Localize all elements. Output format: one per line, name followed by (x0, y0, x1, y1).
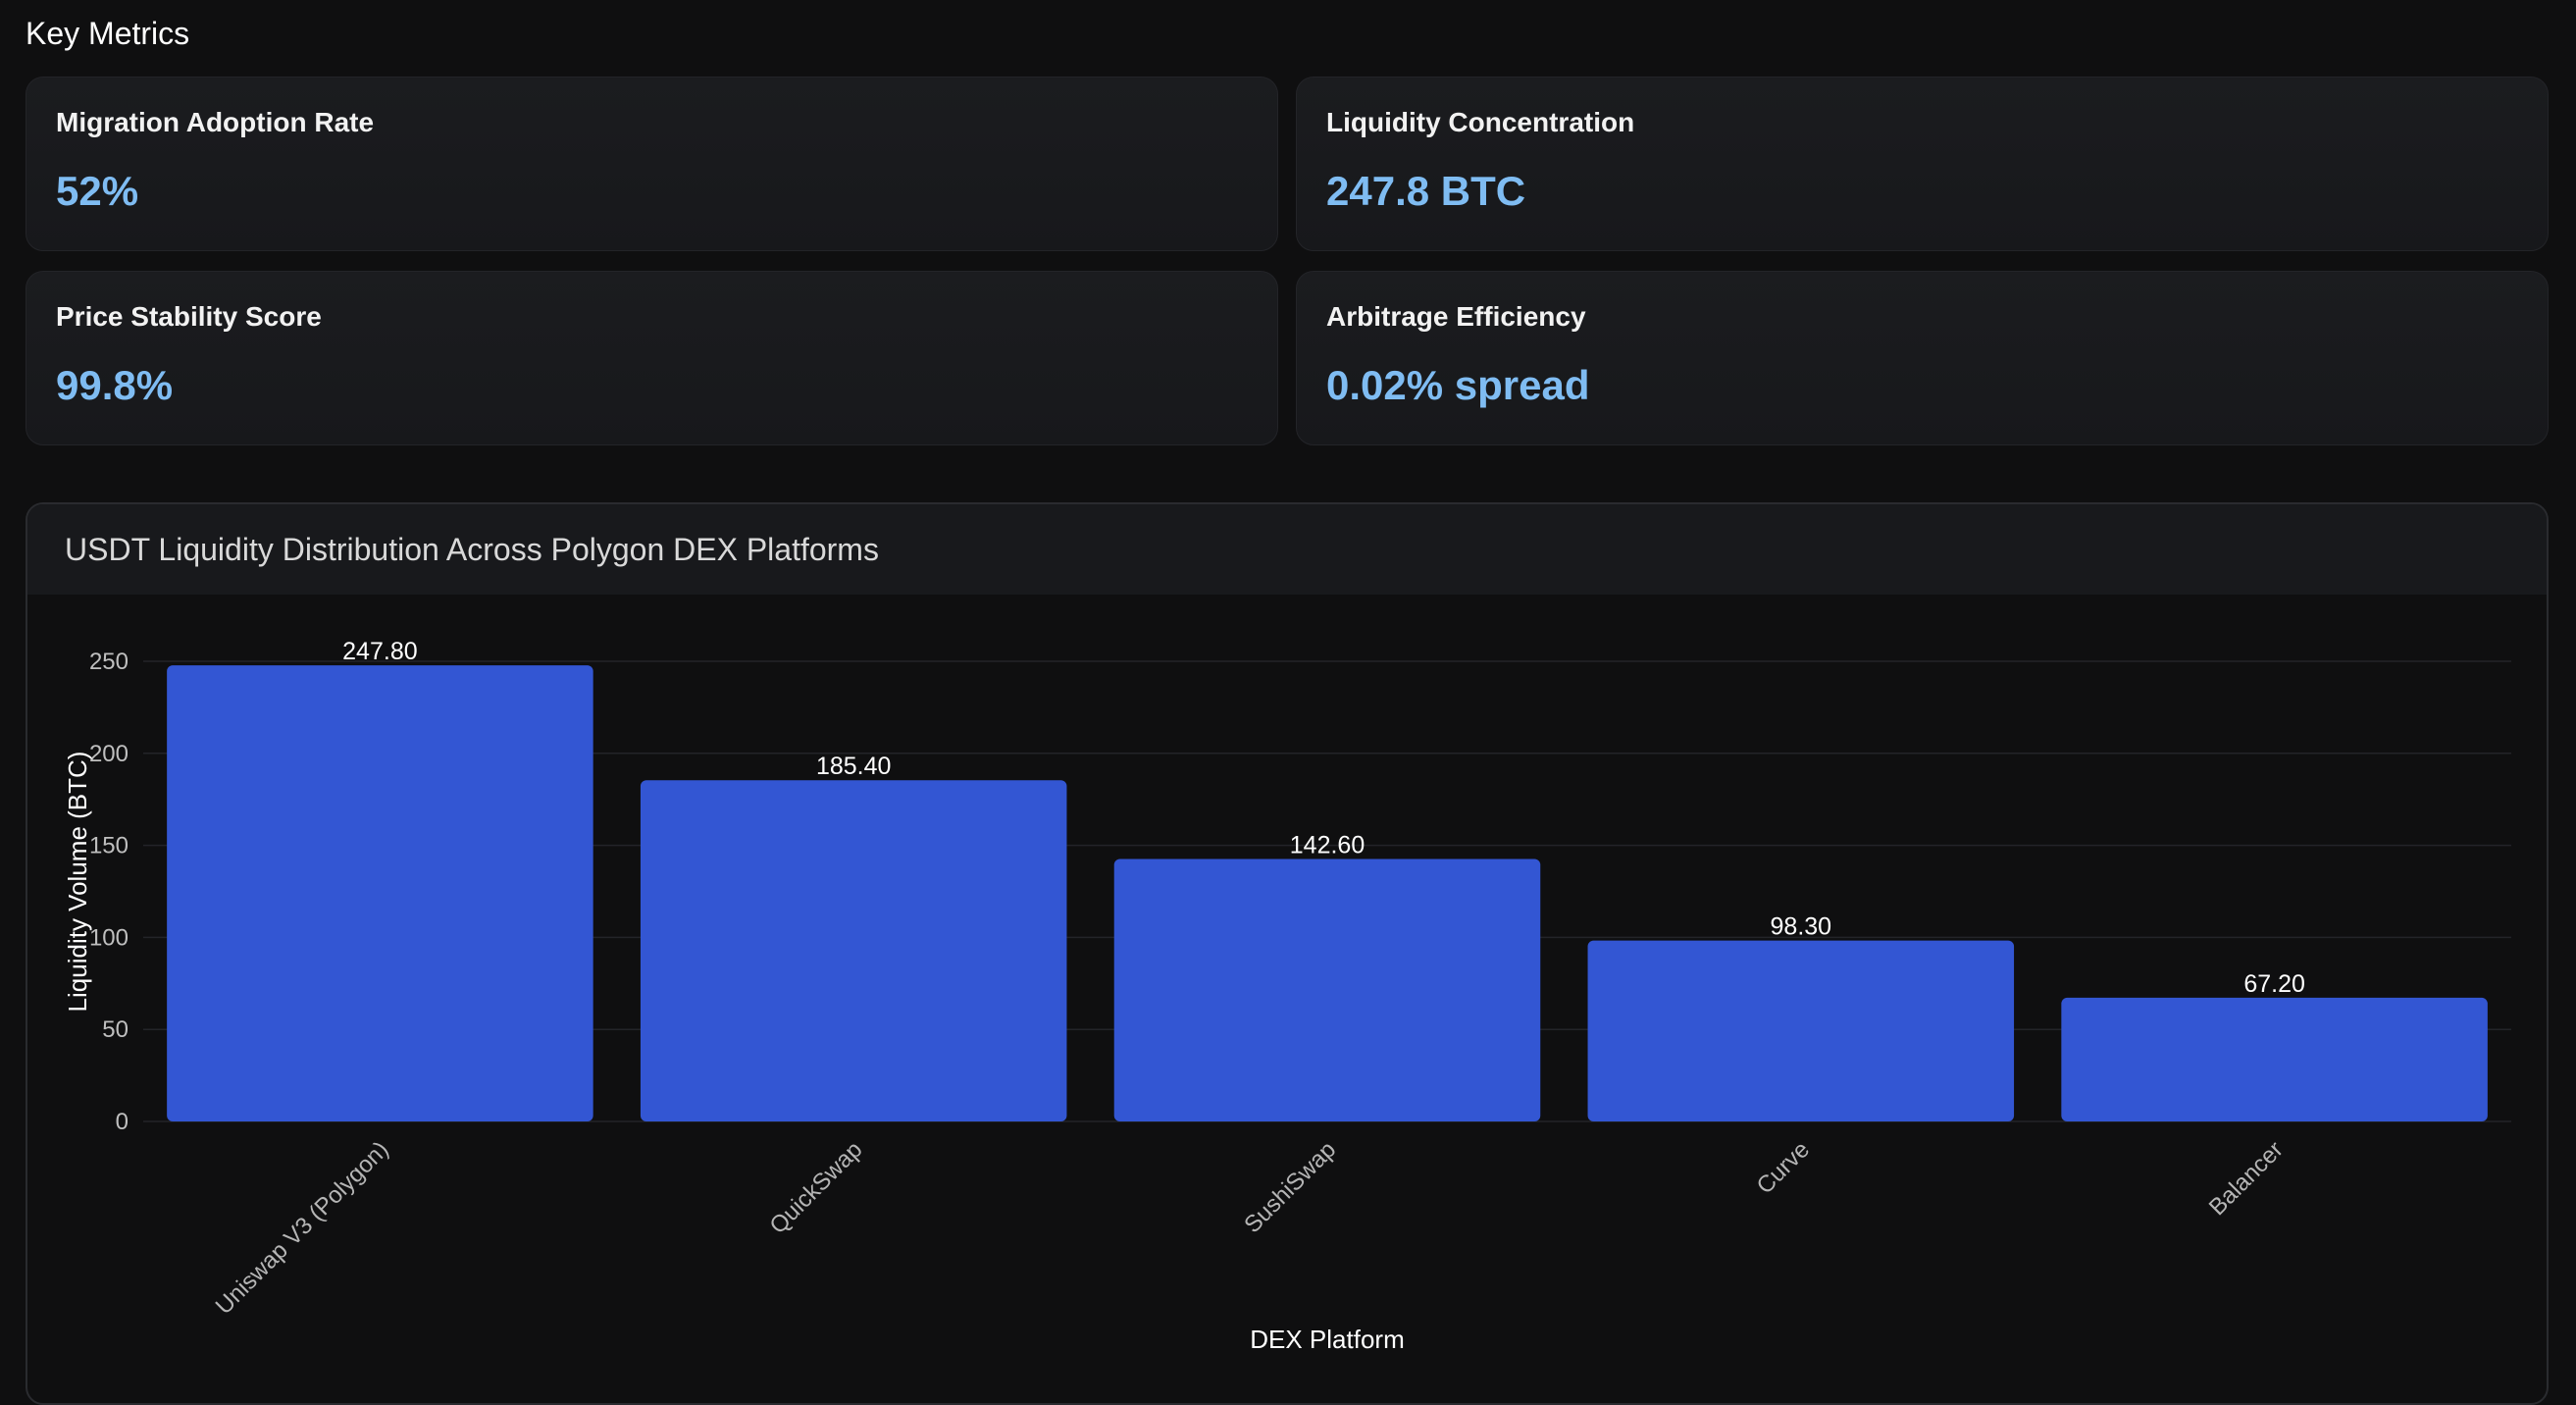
bar (1587, 940, 2015, 1121)
y-tick-label: 200 (89, 741, 129, 767)
metrics-grid: Migration Adoption Rate 52% Liquidity Co… (26, 77, 2549, 445)
metric-label: Price Stability Score (56, 301, 322, 332)
bar (2061, 997, 2488, 1121)
key-metrics-title: Key Metrics (26, 16, 190, 51)
x-tick-label: QuickSwap (765, 1136, 868, 1239)
bar (1113, 859, 1541, 1121)
metric-card-migration-adoption-rate: Migration Adoption Rate 52% (26, 77, 1278, 251)
metric-value: 52% (56, 168, 139, 214)
bar-value-label: 98.30 (1771, 913, 1832, 941)
x-axis-title: DEX Platform (1250, 1325, 1405, 1354)
y-tick-label: 50 (102, 1016, 129, 1043)
metric-value: 99.8% (56, 362, 174, 408)
metric-label: Arbitrage Efficiency (1326, 301, 1586, 332)
x-tick-label: Uniswap V3 (Polygon) (211, 1136, 394, 1320)
bar-chart: 0 50 100 150 200 250 247.80 Uniswap V3 (Polygon… (63, 638, 2511, 1354)
bar-value-label: 142.60 (1290, 831, 1365, 859)
y-tick-label: 100 (89, 924, 129, 951)
y-axis-title: Liquidity Volume (BTC) (63, 752, 92, 1013)
metric-value: 247.8 BTC (1326, 168, 1526, 214)
metric-card-liquidity-concentration: Liquidity Concentration 247.8 BTC (1296, 77, 2549, 251)
metric-label: Liquidity Concentration (1326, 107, 1635, 137)
chart-title: USDT Liquidity Distribution Across Polyg… (65, 531, 879, 567)
bar (640, 780, 1067, 1121)
bar-value-label: 67.20 (2243, 970, 2305, 998)
bar-value-label: 185.40 (816, 753, 891, 780)
metric-value: 0.02% spread (1326, 362, 1590, 408)
x-tick-label: Balancer (2204, 1136, 2289, 1221)
metric-card-arbitrage-efficiency: Arbitrage Efficiency 0.02% spread (1296, 271, 2549, 445)
y-tick-label: 250 (89, 649, 129, 675)
y-tick-label: 0 (116, 1109, 129, 1135)
metric-card-price-stability-score: Price Stability Score 99.8% (26, 271, 1278, 445)
chart-header: USDT Liquidity Distribution Across Polyg… (27, 504, 2547, 595)
y-tick-label: 150 (89, 833, 129, 859)
bar-value-label: 247.80 (342, 638, 417, 665)
bar (167, 665, 593, 1121)
x-tick-label: SushiSwap (1239, 1136, 1341, 1238)
metric-label: Migration Adoption Rate (56, 107, 375, 137)
x-tick-label: Curve (1752, 1136, 1815, 1199)
chart-card: USDT Liquidity Distribution Across Polyg… (26, 502, 2549, 1405)
